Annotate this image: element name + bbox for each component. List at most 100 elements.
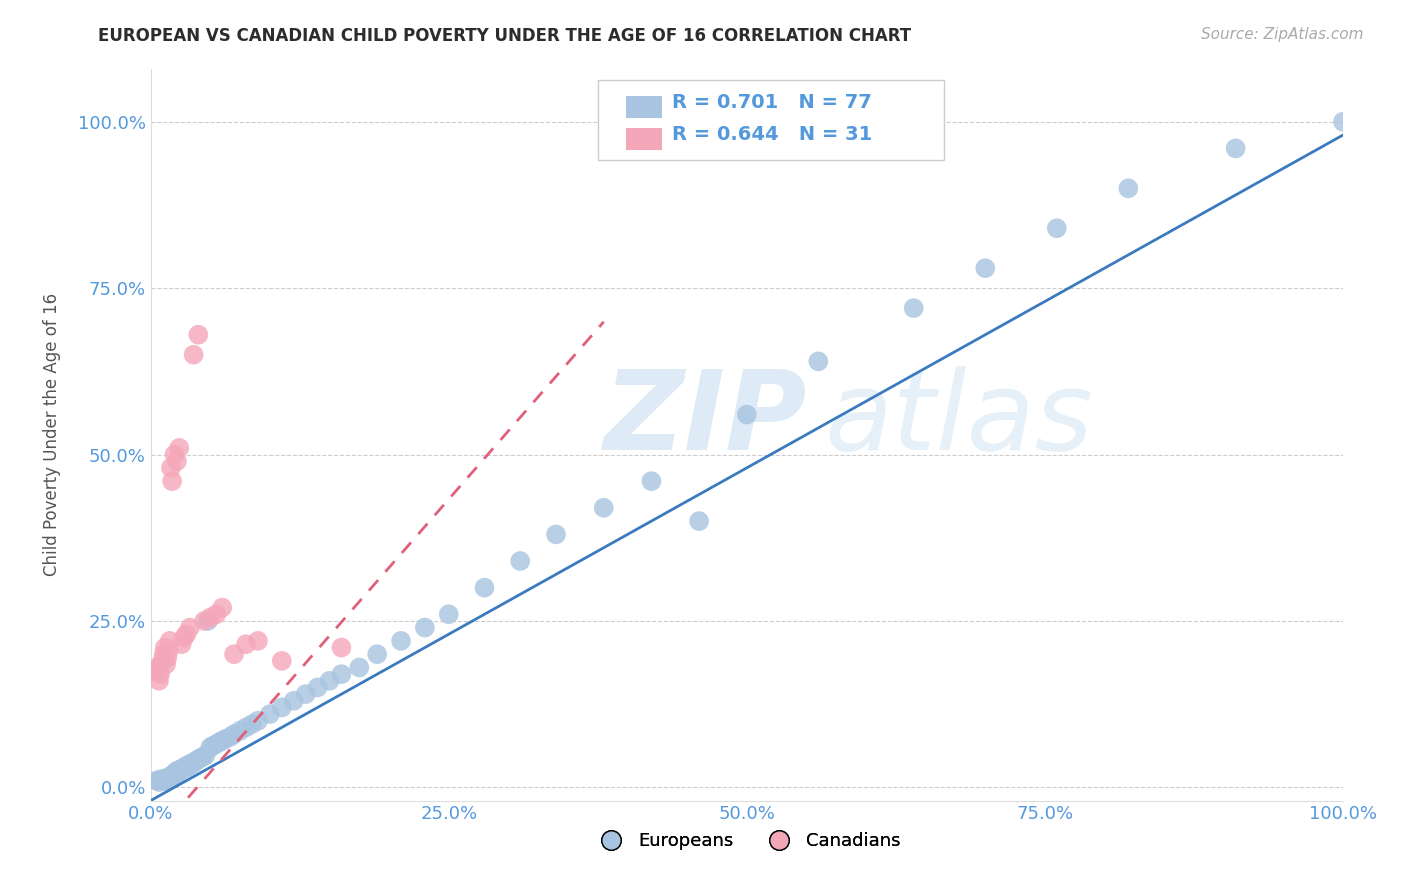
Point	[184, 754, 207, 768]
Point	[205, 737, 228, 751]
Point	[330, 640, 353, 655]
Point	[735, 408, 758, 422]
Point	[246, 633, 269, 648]
Text: Source: ZipAtlas.com: Source: ZipAtlas.com	[1201, 27, 1364, 42]
Point	[166, 765, 188, 780]
Point	[149, 667, 172, 681]
Point	[153, 640, 176, 655]
Y-axis label: Child Poverty Under the Age of 16: Child Poverty Under the Age of 16	[44, 293, 60, 576]
Point	[148, 775, 170, 789]
Point	[509, 554, 531, 568]
Point	[165, 767, 187, 781]
Point	[259, 707, 281, 722]
Text: R = 0.644   N = 31: R = 0.644 N = 31	[672, 125, 872, 144]
Point	[413, 621, 436, 635]
Point	[330, 667, 353, 681]
Point	[270, 654, 292, 668]
Point	[270, 700, 292, 714]
Point	[179, 621, 201, 635]
Point	[184, 755, 207, 769]
Point	[159, 770, 181, 784]
Point	[191, 749, 214, 764]
FancyBboxPatch shape	[626, 128, 662, 150]
Point	[211, 733, 233, 747]
FancyBboxPatch shape	[626, 96, 662, 119]
Point	[208, 735, 231, 749]
Point	[229, 723, 252, 738]
Point	[152, 654, 174, 668]
Point	[807, 354, 830, 368]
Point	[162, 767, 184, 781]
Point	[155, 657, 177, 672]
Point	[1118, 181, 1140, 195]
Point	[170, 637, 193, 651]
Point	[544, 527, 567, 541]
Point	[167, 764, 190, 779]
Point	[179, 758, 201, 772]
Text: R = 0.701   N = 77: R = 0.701 N = 77	[672, 94, 872, 112]
Legend: Europeans, Canadians: Europeans, Canadians	[586, 825, 907, 857]
Point	[160, 474, 183, 488]
Point	[640, 474, 662, 488]
Point	[688, 514, 710, 528]
Point	[166, 454, 188, 468]
Point	[201, 739, 224, 753]
Point	[156, 650, 179, 665]
Point	[145, 773, 167, 788]
Point	[437, 607, 460, 622]
Point	[215, 731, 238, 746]
Point	[174, 761, 197, 775]
Point	[197, 614, 219, 628]
Point	[180, 756, 202, 771]
Point	[167, 764, 190, 779]
Point	[211, 600, 233, 615]
Point	[176, 759, 198, 773]
Point	[389, 633, 412, 648]
Point	[246, 714, 269, 728]
Point	[148, 673, 170, 688]
Point	[224, 647, 246, 661]
Point	[592, 500, 614, 515]
Point	[349, 660, 371, 674]
Point	[157, 770, 180, 784]
Point	[219, 730, 242, 744]
Point	[156, 772, 179, 787]
Point	[183, 348, 205, 362]
Point	[152, 772, 174, 787]
Point	[181, 757, 204, 772]
Point	[1046, 221, 1069, 235]
Point	[474, 581, 496, 595]
Point	[170, 762, 193, 776]
Point	[190, 751, 212, 765]
Point	[235, 720, 257, 734]
Point	[160, 772, 183, 786]
Text: ZIP: ZIP	[603, 367, 807, 474]
Point	[193, 614, 215, 628]
Point	[366, 647, 388, 661]
Point	[176, 760, 198, 774]
Point	[169, 763, 191, 777]
Point	[235, 637, 257, 651]
Point	[149, 772, 172, 787]
Point	[200, 740, 222, 755]
Point	[152, 647, 174, 661]
Point	[160, 768, 183, 782]
Point	[157, 771, 180, 785]
Point	[177, 757, 200, 772]
Point	[176, 627, 198, 641]
Point	[283, 694, 305, 708]
Point	[167, 441, 190, 455]
Point	[1225, 141, 1247, 155]
Point	[200, 610, 222, 624]
Point	[160, 460, 183, 475]
Point	[318, 673, 340, 688]
Point	[143, 664, 166, 678]
Point	[153, 772, 176, 786]
Point	[307, 681, 329, 695]
Point	[172, 762, 194, 776]
Point	[1331, 115, 1354, 129]
Point	[173, 631, 195, 645]
Text: EUROPEAN VS CANADIAN CHILD POVERTY UNDER THE AGE OF 16 CORRELATION CHART: EUROPEAN VS CANADIAN CHILD POVERTY UNDER…	[98, 27, 911, 45]
Point	[224, 727, 246, 741]
Point	[173, 760, 195, 774]
